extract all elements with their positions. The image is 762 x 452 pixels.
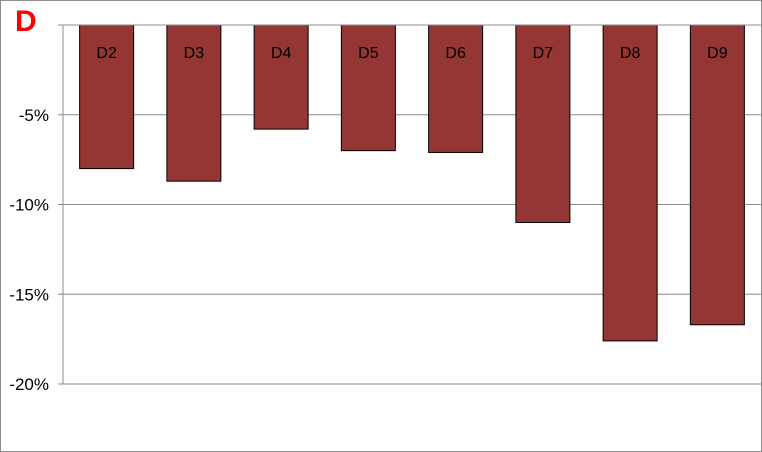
- category-label: D6: [445, 45, 466, 62]
- category-label: D2: [96, 45, 117, 62]
- bar: [340, 24, 396, 152]
- y-tick-label: -15%: [9, 285, 49, 304]
- category-label: D3: [184, 45, 205, 62]
- category-label: D8: [620, 45, 641, 62]
- category-label: D4: [271, 45, 292, 62]
- bar: [253, 24, 309, 130]
- category-label: D9: [707, 45, 728, 62]
- bar: [428, 24, 484, 153]
- bar: [166, 24, 222, 182]
- category-label: D7: [533, 45, 554, 62]
- panel-label: D: [15, 5, 37, 38]
- bar: [79, 24, 135, 170]
- y-tick-label: -10%: [9, 196, 49, 215]
- bar: [515, 24, 571, 223]
- bar: [689, 24, 745, 326]
- category-label: D5: [358, 45, 379, 62]
- bar: [602, 24, 658, 342]
- y-tick-label: -5%: [19, 106, 49, 125]
- y-tick-label: -20%: [9, 375, 49, 394]
